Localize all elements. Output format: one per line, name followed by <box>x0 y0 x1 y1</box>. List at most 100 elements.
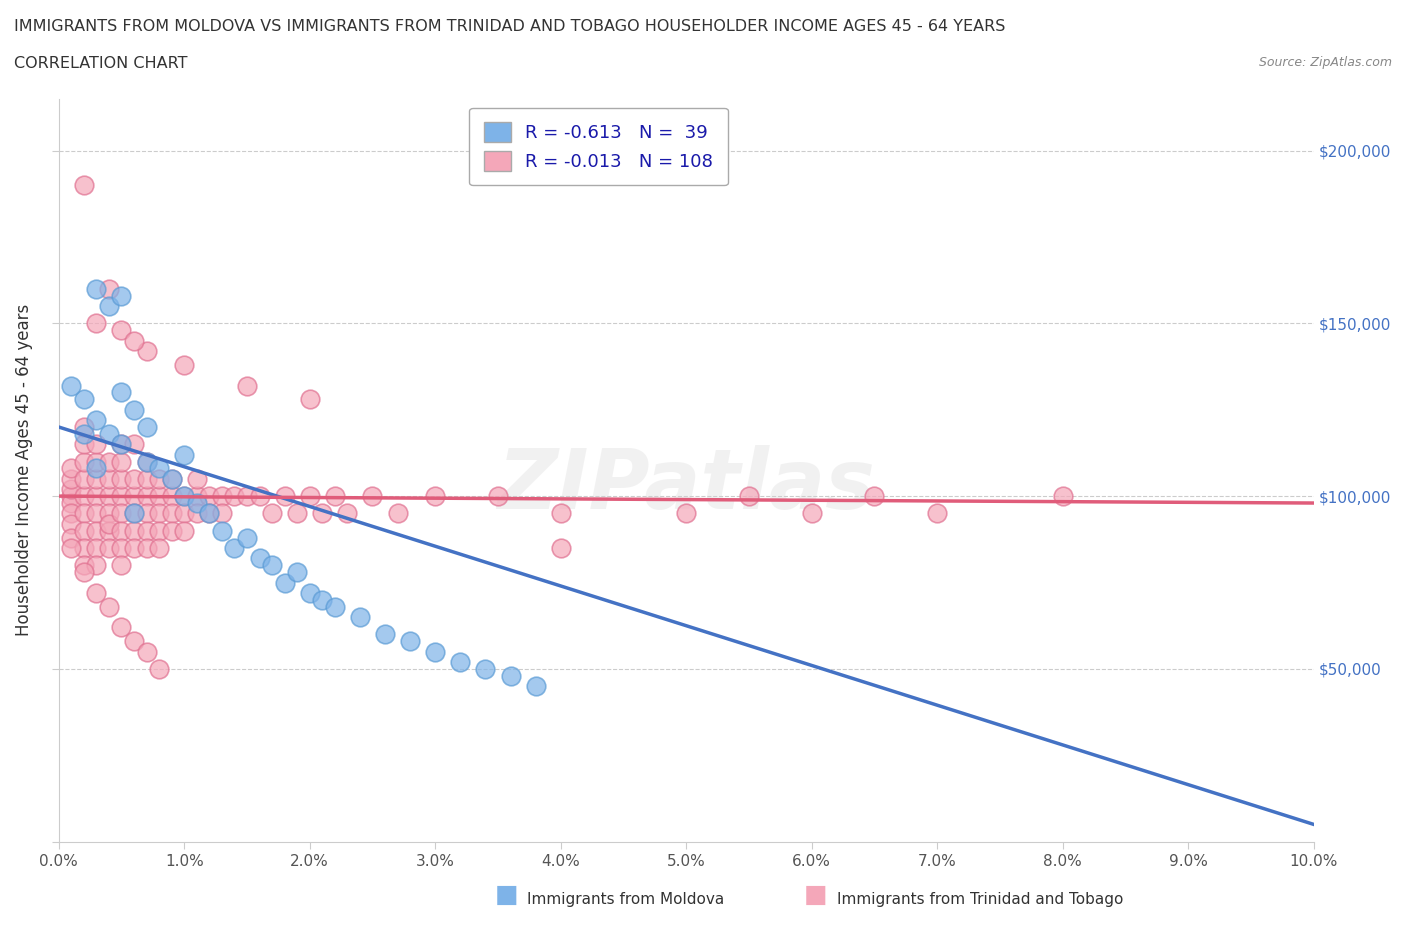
Point <box>110 437 132 452</box>
Point <box>73 488 96 503</box>
Point <box>298 392 321 406</box>
Point <box>148 524 170 538</box>
Point <box>249 488 271 503</box>
Point <box>110 437 132 452</box>
Point <box>173 506 195 521</box>
Point <box>675 506 697 521</box>
Text: Immigrants from Trinidad and Tobago: Immigrants from Trinidad and Tobago <box>837 892 1123 907</box>
Point <box>73 506 96 521</box>
Point <box>97 506 120 521</box>
Point <box>60 516 83 531</box>
Point <box>110 488 132 503</box>
Point <box>110 620 132 635</box>
Point <box>135 524 157 538</box>
Point <box>86 488 108 503</box>
Point <box>86 524 108 538</box>
Point <box>273 488 295 503</box>
Point <box>374 627 396 642</box>
Text: Immigrants from Moldova: Immigrants from Moldova <box>527 892 724 907</box>
Point <box>135 419 157 434</box>
Point <box>86 472 108 486</box>
Point <box>86 413 108 428</box>
Point <box>474 661 496 676</box>
Point <box>73 472 96 486</box>
Point <box>160 506 183 521</box>
Point <box>135 506 157 521</box>
Point <box>135 644 157 659</box>
Point <box>323 488 346 503</box>
Point <box>285 565 308 579</box>
Point <box>86 282 108 297</box>
Point <box>186 506 208 521</box>
Point <box>135 454 157 469</box>
Point <box>236 379 259 393</box>
Point <box>148 488 170 503</box>
Point <box>73 540 96 555</box>
Text: ZIPatlas: ZIPatlas <box>498 445 875 525</box>
Point <box>122 634 145 649</box>
Point <box>160 488 183 503</box>
Y-axis label: Householder Income Ages 45 - 64 years: Householder Income Ages 45 - 64 years <box>15 304 32 636</box>
Point <box>198 506 221 521</box>
Point <box>110 385 132 400</box>
Text: IMMIGRANTS FROM MOLDOVA VS IMMIGRANTS FROM TRINIDAD AND TOBAGO HOUSEHOLDER INCOM: IMMIGRANTS FROM MOLDOVA VS IMMIGRANTS FR… <box>14 19 1005 33</box>
Point <box>148 472 170 486</box>
Point <box>60 540 83 555</box>
Legend: R = -0.613   N =  39, R = -0.013   N = 108: R = -0.613 N = 39, R = -0.013 N = 108 <box>470 108 728 185</box>
Point <box>110 558 132 573</box>
Point <box>499 669 522 684</box>
Point <box>73 524 96 538</box>
Point <box>110 540 132 555</box>
Point <box>285 506 308 521</box>
Point <box>135 488 157 503</box>
Point <box>148 661 170 676</box>
Point <box>122 506 145 521</box>
Point <box>160 472 183 486</box>
Point <box>110 454 132 469</box>
Point <box>60 496 83 511</box>
Point <box>311 506 333 521</box>
Point <box>110 524 132 538</box>
Point <box>311 592 333 607</box>
Point <box>86 506 108 521</box>
Point <box>86 461 108 476</box>
Point <box>399 634 422 649</box>
Point <box>122 506 145 521</box>
Point <box>387 506 409 521</box>
Text: ■: ■ <box>495 883 517 907</box>
Point <box>425 644 447 659</box>
Point <box>135 454 157 469</box>
Point <box>73 437 96 452</box>
Point <box>60 379 83 393</box>
Point <box>186 488 208 503</box>
Point <box>298 488 321 503</box>
Point <box>73 392 96 406</box>
Point <box>173 357 195 372</box>
Point <box>336 506 359 521</box>
Point <box>122 472 145 486</box>
Point <box>1052 488 1074 503</box>
Point <box>97 488 120 503</box>
Point <box>97 454 120 469</box>
Point <box>173 488 195 503</box>
Point <box>60 461 83 476</box>
Text: Source: ZipAtlas.com: Source: ZipAtlas.com <box>1258 56 1392 69</box>
Point <box>110 323 132 338</box>
Point <box>60 488 83 503</box>
Point <box>60 472 83 486</box>
Point <box>135 343 157 358</box>
Text: CORRELATION CHART: CORRELATION CHART <box>14 56 187 71</box>
Point <box>122 524 145 538</box>
Point <box>863 488 886 503</box>
Point <box>97 427 120 442</box>
Point <box>86 558 108 573</box>
Point <box>524 679 547 694</box>
Text: ■: ■ <box>804 883 827 907</box>
Point <box>73 565 96 579</box>
Point <box>97 282 120 297</box>
Point <box>486 488 509 503</box>
Point <box>122 488 145 503</box>
Point <box>211 524 233 538</box>
Point <box>249 551 271 565</box>
Point <box>160 472 183 486</box>
